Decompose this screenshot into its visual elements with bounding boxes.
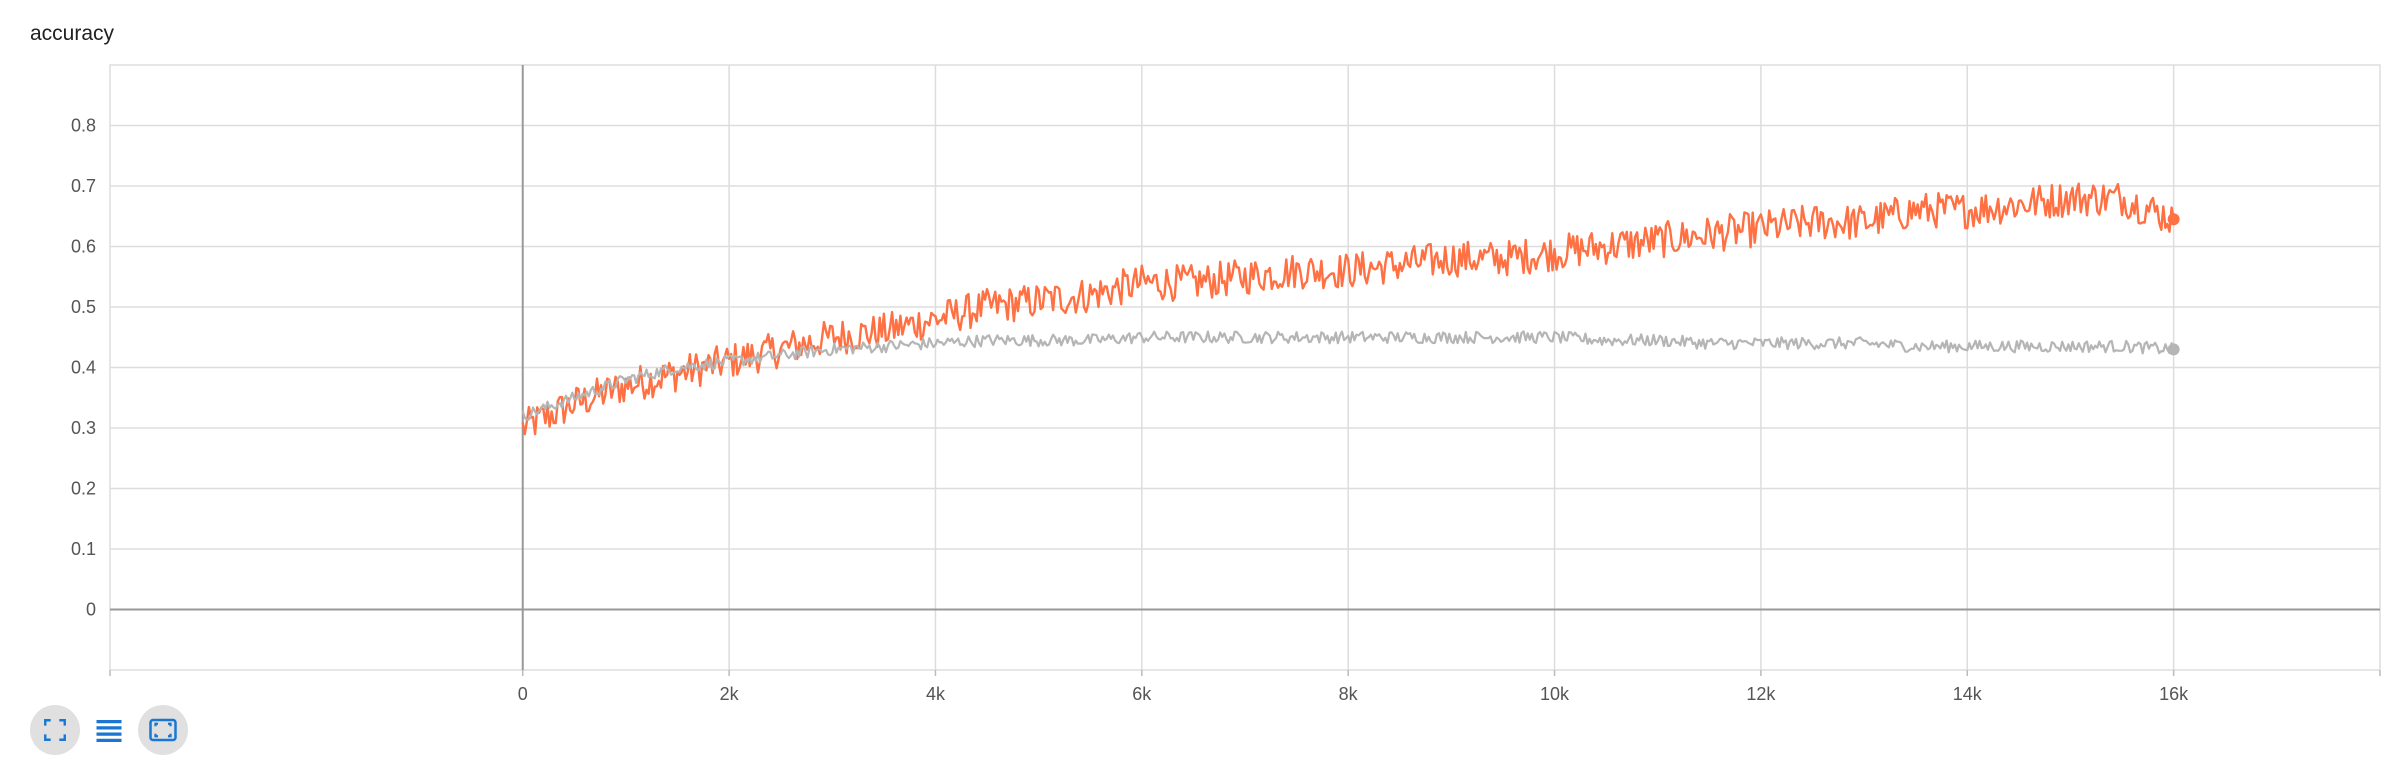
series-endpoint-0 (2167, 213, 2180, 226)
y-tick-label: 0 (86, 600, 96, 620)
log-scale-button[interactable] (138, 705, 188, 755)
log-scale-icon (149, 718, 177, 742)
chart-title: accuracy (30, 22, 115, 45)
x-tick-label: 2k (720, 684, 740, 704)
tick-labels: 0 0.1 0.2 0.3 0.4 0.5 0.6 0.7 0.8 0 2k 4k 6k 8k 10k 12k… (71, 116, 2189, 705)
data-table-icon (96, 720, 122, 742)
y-tick-label: 0.6 (71, 237, 96, 257)
x-tick-label: 8k (1339, 684, 1359, 704)
y-tick-label: 0.5 (71, 297, 96, 317)
axes (109, 65, 2381, 676)
x-tick-label: 10k (1540, 684, 1570, 704)
x-tick-label: 12k (1746, 684, 1776, 704)
grid (109, 64, 2381, 671)
x-tick-label: 6k (1132, 684, 1152, 704)
y-tick-label: 0.3 (71, 418, 96, 438)
y-tick-label: 0.4 (71, 358, 96, 378)
y-tick-label: 0.8 (71, 116, 96, 136)
x-tick-label: 14k (1953, 684, 1983, 704)
y-tick-label: 0.2 (71, 479, 96, 499)
x-tick-label: 16k (2159, 684, 2189, 704)
series-lines (521, 182, 2180, 436)
y-tick-label: 0.7 (71, 176, 96, 196)
x-tick-label: 0 (518, 684, 528, 704)
x-tick-label: 4k (926, 684, 946, 704)
series-line-1 (521, 330, 2175, 421)
fit-domain-icon (44, 719, 66, 741)
data-table-button[interactable] (84, 705, 134, 755)
series-endpoint-1 (2167, 343, 2180, 356)
fit-domain-button[interactable] (30, 705, 80, 755)
chart-toolbar (30, 705, 188, 757)
y-tick-label: 0.1 (71, 539, 96, 559)
